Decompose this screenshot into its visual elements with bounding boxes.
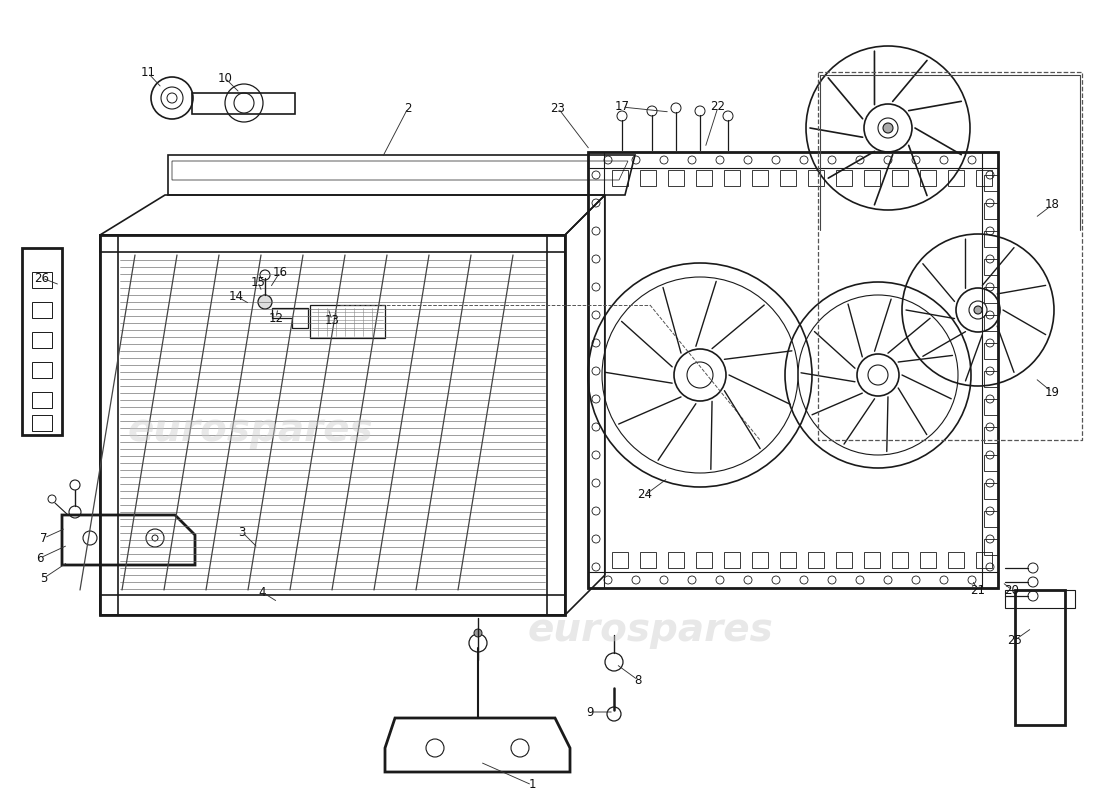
Text: 21: 21 xyxy=(970,583,986,597)
Text: 1: 1 xyxy=(528,778,536,791)
Text: 4: 4 xyxy=(258,586,266,598)
Text: 25: 25 xyxy=(1008,634,1022,646)
Circle shape xyxy=(258,295,272,309)
Text: 12: 12 xyxy=(268,311,284,325)
Text: 10: 10 xyxy=(218,71,232,85)
Text: eurospares: eurospares xyxy=(128,411,373,449)
Text: 2: 2 xyxy=(405,102,411,114)
Circle shape xyxy=(883,123,893,133)
Text: 15: 15 xyxy=(251,275,265,289)
Text: 9: 9 xyxy=(586,706,594,718)
Text: 18: 18 xyxy=(1045,198,1059,211)
Text: 22: 22 xyxy=(711,101,726,114)
Text: 24: 24 xyxy=(638,489,652,502)
Text: 23: 23 xyxy=(551,102,565,114)
Text: 11: 11 xyxy=(141,66,155,79)
Text: 19: 19 xyxy=(1045,386,1059,398)
Text: 13: 13 xyxy=(324,314,340,326)
Text: 16: 16 xyxy=(273,266,287,278)
Text: eurospares: eurospares xyxy=(527,611,773,649)
Text: 8: 8 xyxy=(635,674,641,686)
Text: 6: 6 xyxy=(36,551,44,565)
Circle shape xyxy=(974,306,982,314)
Text: 20: 20 xyxy=(1004,583,1020,597)
Circle shape xyxy=(474,629,482,637)
Text: 17: 17 xyxy=(615,101,629,114)
Text: 3: 3 xyxy=(239,526,245,538)
Text: 7: 7 xyxy=(41,531,47,545)
Text: 5: 5 xyxy=(41,571,47,585)
Text: 14: 14 xyxy=(229,290,243,302)
Text: 26: 26 xyxy=(34,271,50,285)
